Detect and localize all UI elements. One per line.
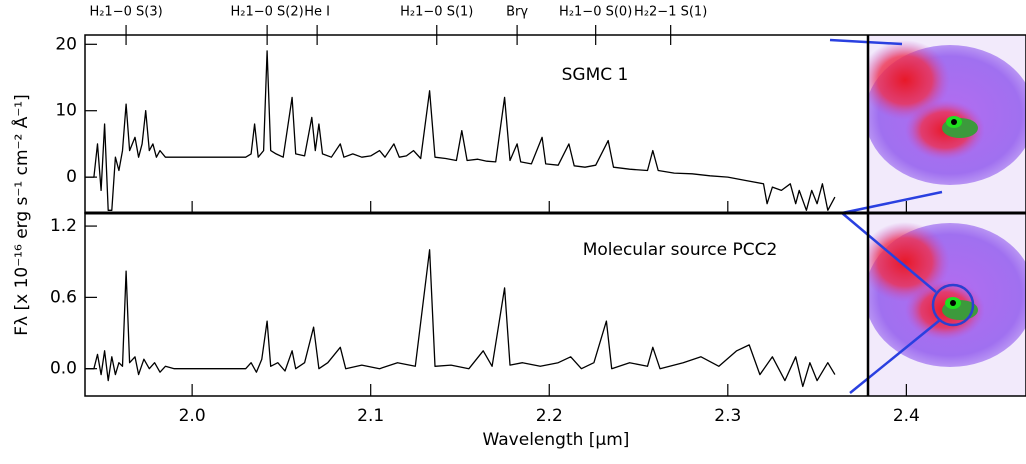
image-bottom (868, 213, 1026, 396)
spectrum-line (85, 50, 836, 211)
image-top (868, 35, 1026, 213)
x-tick-label: 2.4 (893, 406, 920, 426)
panel-annotation: SGMC 1 (562, 65, 629, 85)
line-marker-label: H₂1−0 S(0) (559, 5, 632, 20)
x-tick-label: 2.3 (714, 406, 741, 426)
y-tick-label: 0.6 (50, 287, 77, 307)
x-tick-label: 2.0 (179, 406, 206, 426)
plot-area (85, 50, 836, 211)
y-tick-label: 20 (55, 34, 77, 54)
line-marker-label: H₂1−0 S(3) (89, 5, 162, 20)
x-tick-label: 2.2 (536, 406, 563, 426)
plot-area (85, 249, 836, 388)
y-tick-label: 0 (66, 167, 77, 187)
spectrum-line (85, 249, 836, 388)
y-tick-label: 10 (55, 101, 77, 121)
line-marker-label: Brγ (506, 5, 528, 20)
line-marker-label: H₂1−0 S(1) (400, 5, 473, 20)
line-marker-label: H₂2−1 S(1) (634, 5, 707, 20)
y-tick-label: 0.0 (50, 359, 77, 379)
zoom-lines (829, 38, 943, 394)
x-axis-title: Wavelength [μm] (483, 430, 630, 450)
line-marker-label: H₂1−0 S(2) (231, 5, 304, 20)
panel-annotation: Molecular source PCC2 (583, 240, 778, 260)
y-tick-label: 1.2 (50, 216, 77, 236)
line-marker-label: He I (304, 5, 330, 20)
y-axis-title: Fλ [x 10⁻¹⁶ erg s⁻¹ cm⁻² Å⁻¹] (10, 94, 32, 336)
x-tick-label: 2.1 (357, 406, 384, 426)
